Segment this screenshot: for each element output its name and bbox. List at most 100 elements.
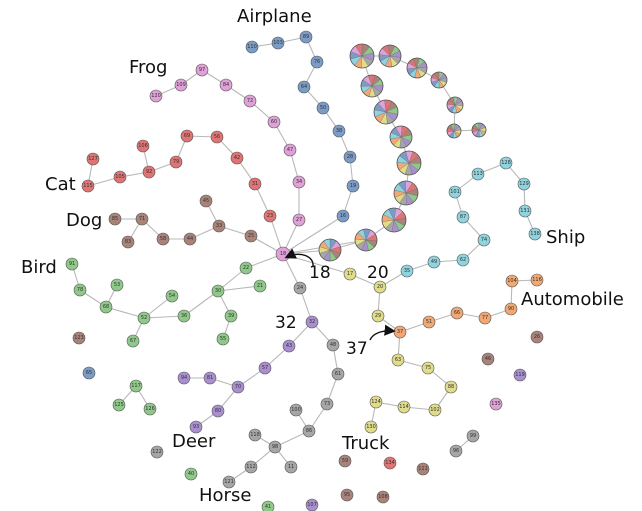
node-58: 58 — [156, 232, 170, 246]
node-34: 34 — [292, 175, 306, 189]
node-138: 138 — [528, 227, 542, 241]
node-circle — [400, 264, 414, 278]
node-77: 77 — [478, 311, 492, 325]
node-109: 109 — [174, 78, 188, 92]
node-circle — [231, 380, 245, 394]
node-circle — [316, 101, 330, 115]
node-circle — [310, 55, 324, 69]
node-125: 125 — [112, 398, 126, 412]
node-85: 85 — [108, 212, 122, 226]
node-46: 46 — [481, 352, 495, 366]
node-59: 59 — [338, 454, 352, 468]
node-115: 115 — [81, 179, 95, 193]
node-89: 89 — [299, 30, 313, 44]
node-circle — [505, 274, 519, 288]
node-circle — [421, 361, 435, 375]
node-circle — [320, 397, 334, 411]
node-51: 51 — [422, 315, 436, 329]
pie-node — [354, 228, 378, 252]
node-circle — [449, 444, 463, 458]
node-81: 81 — [203, 371, 217, 385]
node-circle — [126, 334, 140, 348]
callout-37: 37 — [346, 339, 368, 359]
label-dog: Dog — [66, 210, 102, 231]
node-127: 127 — [86, 152, 100, 166]
node-circle — [81, 179, 95, 193]
node-79: 79 — [169, 155, 183, 169]
node-circle — [195, 63, 209, 77]
node-circle — [180, 129, 194, 143]
node-11: 11 — [284, 460, 298, 474]
node-43: 43 — [282, 339, 296, 353]
node-74: 74 — [477, 233, 491, 247]
node-111: 111 — [416, 462, 430, 476]
node-73: 73 — [320, 397, 334, 411]
node-56: 56 — [210, 130, 224, 144]
arrow-18 — [284, 248, 314, 267]
pie-node — [393, 180, 419, 206]
node-92: 92 — [142, 165, 156, 179]
node-80: 80 — [211, 404, 225, 418]
label-airplane: Airplane — [237, 6, 312, 27]
node-circle — [136, 139, 150, 153]
node-118: 118 — [248, 428, 262, 442]
node-33: 33 — [212, 219, 226, 233]
node-circle — [299, 30, 313, 44]
node-99: 99 — [466, 429, 480, 443]
node-circle — [248, 428, 262, 442]
node-circle — [143, 402, 157, 416]
node-102: 102 — [428, 403, 442, 417]
node-circle — [528, 227, 542, 241]
node-42: 42 — [230, 151, 244, 165]
node-circle — [456, 253, 470, 267]
node-circle — [293, 281, 307, 295]
pie-node — [446, 123, 462, 139]
node-circle — [156, 232, 170, 246]
label-automobile: Automobile — [521, 289, 624, 310]
node-54: 54 — [165, 289, 179, 303]
node-97: 97 — [195, 63, 209, 77]
node-49: 49 — [427, 255, 441, 269]
pie-border — [378, 44, 402, 68]
pie-node — [349, 43, 375, 69]
node-circle — [258, 361, 272, 375]
node-106: 106 — [136, 139, 150, 153]
node-107: 107 — [305, 498, 319, 511]
node-53: 53 — [110, 278, 124, 292]
node-circle — [230, 151, 244, 165]
pie-border — [360, 74, 384, 98]
node-101: 101 — [448, 185, 462, 199]
node-47: 47 — [283, 143, 297, 157]
node-circle — [184, 467, 198, 481]
node-61: 61 — [331, 367, 345, 381]
node-circle — [174, 78, 188, 92]
node-86: 86 — [302, 424, 316, 438]
node-circle — [86, 152, 100, 166]
node-108: 108 — [376, 490, 390, 504]
node-circle — [305, 498, 319, 511]
node-circle — [364, 420, 378, 434]
node-38: 38 — [332, 124, 346, 138]
node-circle — [165, 289, 179, 303]
edge-16-18 — [282, 215, 344, 255]
node-66: 66 — [450, 306, 464, 320]
node-71: 71 — [135, 212, 149, 226]
node-circle — [142, 165, 156, 179]
node-90: 90 — [504, 302, 518, 316]
edge-68-52 — [105, 306, 145, 319]
node-circle — [477, 233, 491, 247]
node-45: 45 — [199, 194, 213, 208]
edge-30-21 — [217, 285, 261, 292]
node-31: 31 — [248, 177, 262, 191]
class-labels-layer: Airplane Frog Cat Dog Bird Deer Horse Tr… — [21, 6, 624, 506]
callout-20: 20 — [367, 263, 389, 283]
label-frog: Frog — [129, 57, 168, 78]
node-120: 120 — [149, 89, 163, 103]
pie-nodes-layer — [318, 43, 487, 262]
node-circle — [513, 368, 527, 382]
label-truck: Truck — [341, 433, 390, 454]
node-circle — [481, 352, 495, 366]
node-64: 64 — [297, 80, 311, 94]
node-circle — [150, 445, 164, 459]
node-circle — [121, 235, 135, 249]
